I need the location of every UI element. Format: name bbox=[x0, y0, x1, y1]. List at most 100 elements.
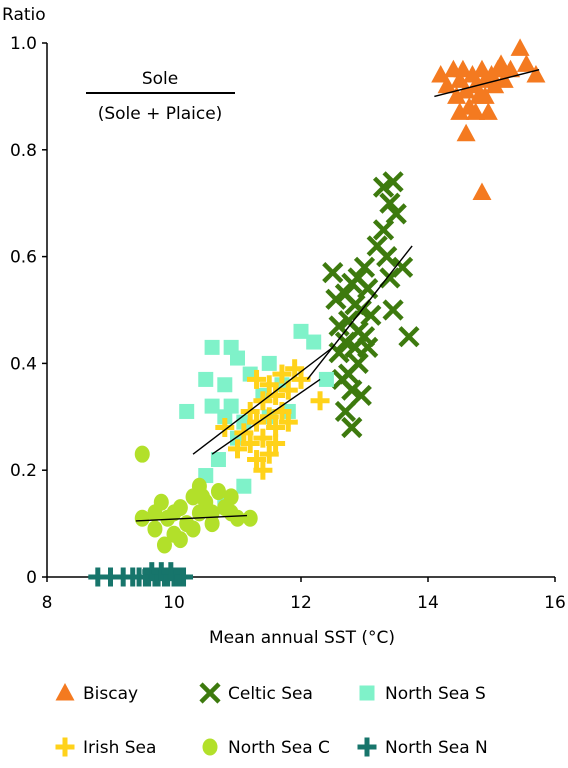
x-tick-label: 14 bbox=[417, 593, 439, 613]
point-irish-sea bbox=[240, 401, 260, 421]
x-tick-label: 12 bbox=[290, 593, 312, 613]
x-tick-label: 16 bbox=[544, 593, 566, 613]
point-irish-sea bbox=[228, 439, 247, 459]
point-irish-sea bbox=[259, 444, 279, 464]
point-north-sea-s bbox=[204, 339, 220, 355]
point-north-sea-c bbox=[172, 499, 188, 517]
y-tick-label: 0 bbox=[26, 568, 37, 588]
point-irish-sea bbox=[247, 369, 267, 389]
point-celtic-sea bbox=[379, 267, 401, 289]
point-biscay bbox=[491, 54, 511, 72]
point-biscay bbox=[450, 70, 470, 88]
legend-item-celtic-sea: Celtic Sea bbox=[199, 682, 313, 704]
point-biscay bbox=[485, 75, 505, 94]
trend-line-celtic-sea bbox=[306, 245, 413, 380]
legend-item-irish-sea: Irish Sea bbox=[55, 737, 156, 758]
point-north-sea-c bbox=[153, 493, 169, 511]
point-biscay bbox=[450, 102, 470, 120]
trend-line-biscay bbox=[434, 69, 540, 98]
point-irish-sea bbox=[247, 412, 267, 432]
point-north-sea-s bbox=[223, 398, 239, 414]
point-celtic-sea bbox=[325, 288, 347, 310]
legend: Biscay Celtic Sea North Sea S Irish Sea Nort… bbox=[55, 682, 488, 758]
point-irish-sea bbox=[266, 417, 286, 437]
legend-label-north-sea-n: North Sea N bbox=[385, 738, 488, 758]
y-tick-label: 0.6 bbox=[10, 248, 37, 268]
y-axis-title: Ratio bbox=[2, 5, 46, 25]
point-north-sea-c bbox=[223, 488, 239, 506]
point-north-sea-c bbox=[172, 531, 188, 549]
point-celtic-sea bbox=[398, 326, 420, 348]
point-biscay bbox=[456, 81, 476, 99]
point-celtic-sea bbox=[382, 299, 404, 321]
legend-marker-biscay bbox=[55, 683, 75, 701]
point-celtic-sea bbox=[353, 256, 376, 278]
point-celtic-sea bbox=[341, 272, 363, 294]
point-irish-sea bbox=[278, 380, 298, 400]
point-biscay bbox=[437, 75, 457, 94]
point-irish-sea bbox=[272, 364, 292, 384]
point-biscay bbox=[516, 54, 536, 72]
point-north-sea-c bbox=[204, 515, 220, 533]
point-irish-sea bbox=[253, 460, 273, 480]
point-north-sea-c bbox=[210, 483, 226, 501]
x-tick-label: 10 bbox=[163, 593, 185, 613]
point-irish-sea bbox=[278, 412, 298, 432]
legend-item-biscay: Biscay bbox=[55, 683, 138, 704]
point-north-sea-c bbox=[156, 536, 172, 554]
trend-line-north-sea-c bbox=[135, 514, 248, 522]
annotation-numerator: Sole bbox=[142, 69, 178, 89]
point-biscay bbox=[526, 65, 546, 83]
point-north-sea-c bbox=[242, 509, 258, 527]
legend-marker-north-sea-s bbox=[359, 685, 375, 701]
trend-line-irish-sea bbox=[211, 378, 321, 455]
point-north-sea-c bbox=[191, 504, 207, 522]
point-north-sea-c bbox=[185, 520, 201, 538]
point-north-sea-s bbox=[198, 371, 214, 387]
point-celtic-sea bbox=[372, 219, 395, 241]
point-north-sea-c bbox=[134, 509, 150, 527]
point-irish-sea bbox=[247, 450, 267, 470]
point-north-sea-s bbox=[217, 377, 233, 393]
point-biscay bbox=[462, 65, 482, 83]
point-north-sea-s bbox=[236, 478, 252, 494]
point-north-sea-c bbox=[195, 488, 211, 506]
point-north-sea-s bbox=[261, 355, 277, 371]
point-biscay bbox=[501, 59, 521, 78]
legend-marker-celtic-sea bbox=[199, 682, 221, 704]
point-irish-sea bbox=[215, 417, 235, 437]
point-biscay bbox=[510, 38, 530, 56]
legend-label-celtic-sea: Celtic Sea bbox=[228, 684, 313, 704]
point-celtic-sea bbox=[334, 400, 357, 423]
point-irish-sea bbox=[266, 434, 286, 453]
y-tick-label: 0.4 bbox=[10, 354, 37, 374]
legend-item-north-sea-n: North Sea N bbox=[357, 737, 488, 758]
point-north-sea-s bbox=[318, 371, 334, 387]
point-biscay bbox=[472, 182, 492, 201]
point-biscay bbox=[475, 86, 495, 104]
point-biscay bbox=[478, 102, 498, 120]
ratio-annotation: Sole (Sole + Plaice) bbox=[86, 69, 235, 124]
point-biscay bbox=[431, 65, 451, 83]
legend-label-north-sea-s: North Sea S bbox=[385, 684, 486, 704]
point-biscay bbox=[466, 102, 486, 120]
legend-marker-north-sea-n bbox=[357, 737, 377, 757]
point-north-sea-c bbox=[134, 445, 150, 463]
y-ticks: 0 0.2 0.4 0.6 0.8 1.0 bbox=[10, 34, 47, 588]
point-biscay bbox=[466, 75, 486, 94]
legend-label-irish-sea: Irish Sea bbox=[83, 738, 156, 758]
legend-marker-irish-sea bbox=[55, 737, 75, 757]
point-celtic-sea bbox=[341, 416, 363, 439]
point-irish-sea bbox=[259, 375, 279, 395]
data-points bbox=[88, 38, 546, 587]
y-tick-label: 0.8 bbox=[10, 141, 37, 161]
point-biscay bbox=[472, 59, 492, 78]
legend-label-north-sea-c: North Sea C bbox=[228, 738, 330, 758]
point-biscay bbox=[443, 59, 463, 78]
x-ticks: 8 10 12 14 16 bbox=[42, 577, 566, 613]
point-north-sea-s bbox=[210, 452, 226, 468]
point-irish-sea bbox=[259, 407, 279, 427]
point-north-sea-c bbox=[230, 509, 245, 527]
annotation-denominator: (Sole + Plaice) bbox=[98, 104, 223, 124]
